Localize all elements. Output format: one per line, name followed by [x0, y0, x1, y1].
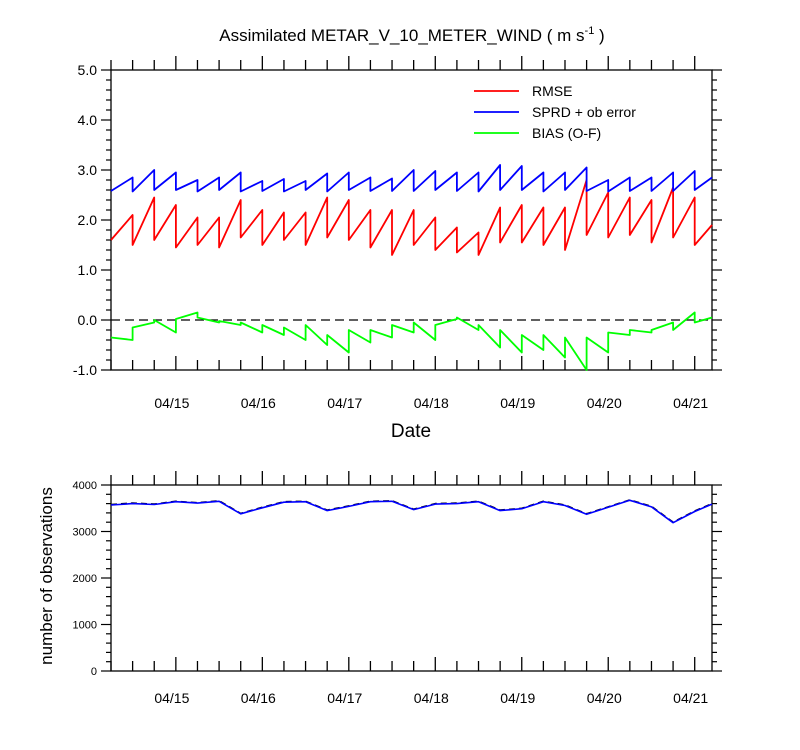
legend-label-bias: BIAS (O-F): [532, 125, 601, 141]
chart-title-superscript: -1: [585, 25, 595, 37]
chart-title-main: Assimilated METAR_V_10_METER_WIND ( m s: [219, 26, 584, 45]
statistics-x-tick-label: 04/20: [587, 395, 622, 411]
statistics-y-tick-label: 4.0: [78, 112, 98, 128]
observations-y-tick-label: 4000: [73, 480, 97, 492]
statistics-y-tick-label: 0.0: [78, 312, 98, 328]
observations-x-tick-label: 04/17: [327, 690, 362, 706]
chart-title-close: ): [594, 26, 604, 45]
observations-x-tick-label: 04/21: [673, 690, 708, 706]
statistics-y-tick-label: 2.0: [78, 212, 98, 228]
statistics-x-axis-label: Date: [391, 421, 431, 442]
statistics-x-tick-label: 04/17: [327, 395, 362, 411]
observations-tick-marks: [101, 471, 722, 672]
statistics-series: [110, 164, 713, 371]
observations-y-axis-label: number of observations: [37, 487, 56, 665]
series-line-bias-o-f: [110, 311, 713, 371]
legend: RMSE SPRD + ob error BIAS (O-F): [474, 83, 636, 141]
series-line-observations-assimilated: [110, 499, 713, 524]
chart-title: Assimilated METAR_V_10_METER_WIND ( m s-…: [219, 25, 604, 45]
observations-x-tick-label: 04/15: [154, 690, 189, 706]
statistics-y-tick-labels: -1.0 0.0 1.0 2.0 3.0 4.0 5.0: [73, 62, 97, 378]
statistics-x-tick-labels: 04/15 04/16 04/17 04/18 04/19 04/20 04/21: [154, 395, 708, 411]
statistics-x-tick-label: 04/15: [154, 395, 189, 411]
observations-x-tick-label: 04/19: [500, 690, 535, 706]
series-line-rmse: [110, 179, 713, 256]
statistics-x-tick-label: 04/16: [241, 395, 276, 411]
statistics-y-tick-label: 3.0: [78, 162, 98, 178]
statistics-y-tick-label: 1.0: [78, 262, 98, 278]
observations-x-tick-labels: 04/15 04/16 04/17 04/18 04/19 04/20 04/21: [154, 690, 708, 706]
series-line-sprd-ob-error: [110, 164, 713, 193]
observations-y-tick-label: 3000: [73, 527, 97, 539]
statistics-x-tick-label: 04/18: [414, 395, 449, 411]
statistics-y-tick-label: -1.0: [73, 362, 97, 378]
observations-y-tick-label: 2000: [73, 573, 97, 585]
statistics-x-tick-label: 04/21: [673, 395, 708, 411]
legend-label-sprd: SPRD + ob error: [532, 104, 636, 120]
statistics-panel: -1.00.01.02.03.04.05.0 04/15 04/16 04/17 04…: [73, 56, 722, 442]
statistics-y-tick-label: 5.0: [78, 62, 98, 78]
observations-plot-frame: [110, 484, 713, 672]
observations-y-tick-labels: 0 1000 2000 3000 4000: [73, 480, 97, 678]
observations-series: [110, 499, 713, 524]
observations-y-tick-label: 0: [91, 666, 97, 678]
statistics-x-tick-label: 04/19: [500, 395, 535, 411]
observations-y-tick-label: 1000: [73, 620, 97, 632]
statistics-tick-marks: [101, 56, 722, 371]
observations-x-tick-label: 04/16: [241, 690, 276, 706]
legend-label-rmse: RMSE: [532, 83, 572, 99]
observations-x-tick-label: 04/18: [414, 690, 449, 706]
observations-x-tick-label: 04/20: [587, 690, 622, 706]
